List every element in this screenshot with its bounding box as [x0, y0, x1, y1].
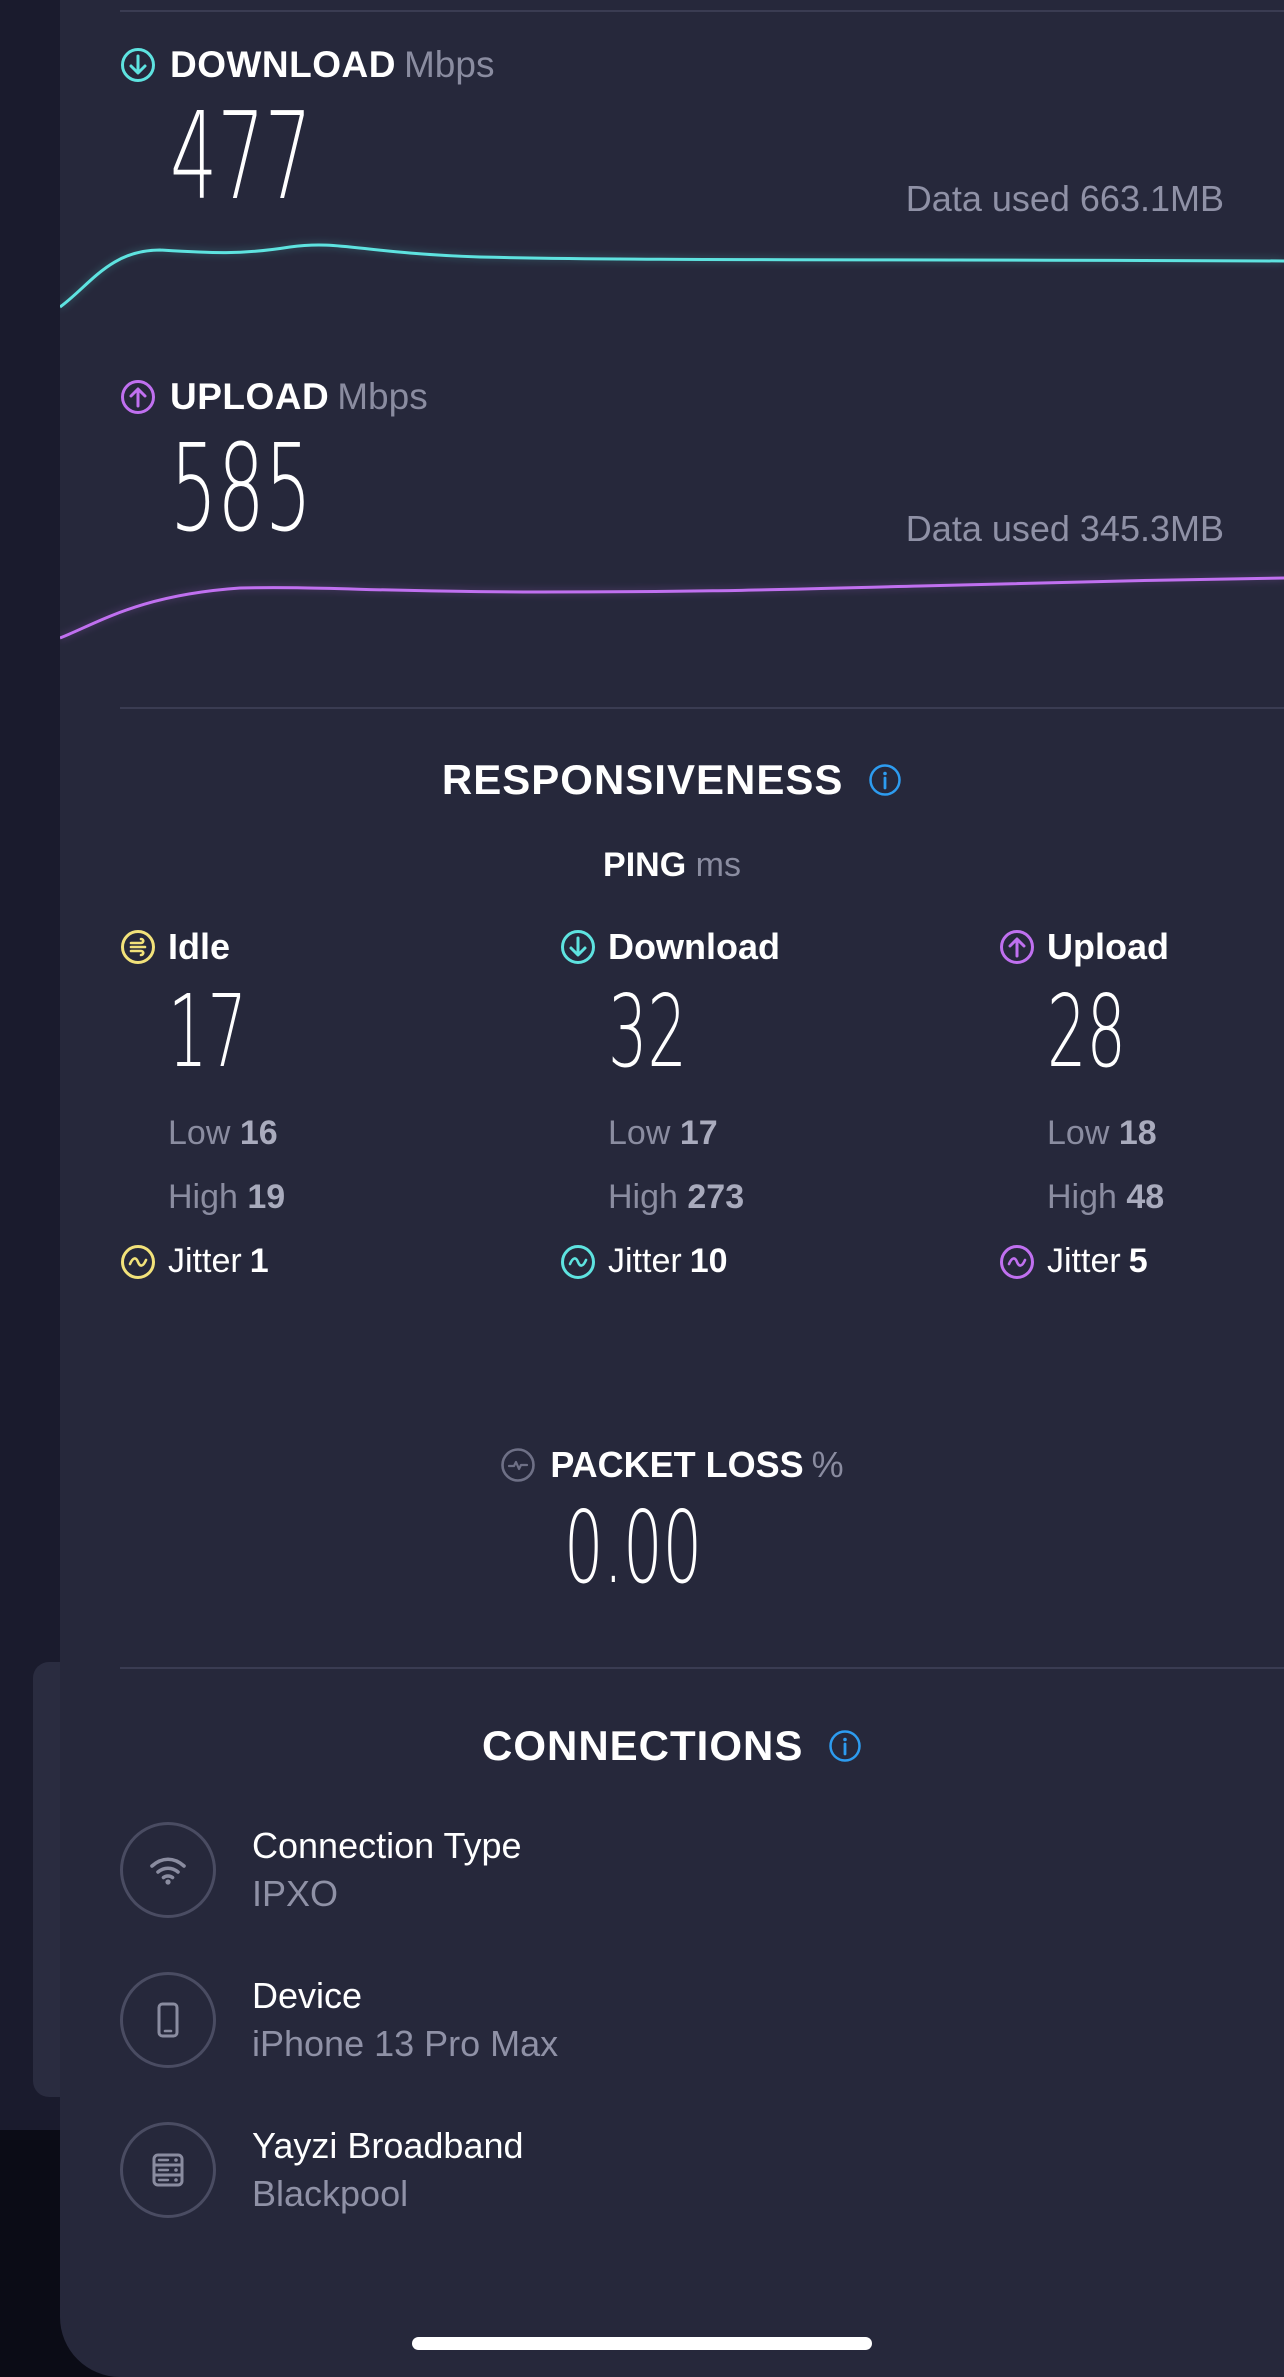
wifi-icon — [150, 1857, 186, 1885]
idle-ping-value: 17 — [168, 973, 247, 1090]
download-jitter: Jitter 10 — [560, 1242, 728, 1281]
info-icon[interactable] — [828, 1729, 862, 1763]
download-unit: Mbps — [403, 44, 495, 85]
home-indicator[interactable] — [412, 2337, 872, 2350]
divider — [120, 10, 1284, 12]
download-high-value: 273 — [687, 1178, 745, 1216]
high-label: High — [168, 1178, 238, 1216]
ping-column-idle: Idle 17 Low 16 High 19 Jitter 1 — [120, 926, 440, 1280]
provider-name: Yayzi Broadband — [252, 2125, 524, 2166]
download-value: 477 — [170, 88, 313, 227]
wifi-icon-badge — [120, 1822, 216, 1918]
jitter-label: Jitter — [1047, 1242, 1121, 1280]
download-data-used: Data used 663.1MB — [905, 178, 1224, 219]
idle-jitter: Jitter 1 — [120, 1242, 269, 1281]
upload-header: UPLOAD Mbps — [120, 376, 428, 418]
responsiveness-title: RESPONSIVENESS — [60, 756, 1284, 804]
server-icon — [152, 2153, 184, 2187]
divider — [120, 1667, 1284, 1669]
background-edge — [0, 2130, 60, 2377]
connections-label: CONNECTIONS — [481, 1722, 804, 1769]
download-ping-label: Download — [608, 926, 780, 967]
arrow-up-circle-icon — [121, 380, 155, 414]
ping-label: PING ms — [60, 846, 1284, 885]
device-label: Device — [252, 1975, 363, 2016]
upload-ping-value: 28 — [1047, 973, 1126, 1090]
upload-high: High 48 — [1047, 1178, 1164, 1217]
download-low: Low 17 — [608, 1114, 718, 1153]
low-label: Low — [1047, 1114, 1110, 1152]
info-icon[interactable] — [868, 763, 902, 797]
download-high: High 273 — [608, 1178, 744, 1217]
packet-loss-value: 0.00 — [564, 1489, 703, 1606]
packet-loss-unit: % — [811, 1444, 844, 1485]
jitter-icon — [121, 1244, 155, 1279]
high-label: High — [1047, 1178, 1117, 1216]
phone-icon-badge — [120, 1972, 216, 2068]
upload-high-value: 48 — [1126, 1178, 1165, 1216]
jitter-icon — [1000, 1244, 1034, 1279]
low-label: Low — [168, 1114, 231, 1152]
packet-loss-header: PACKET LOSS % — [60, 1444, 1284, 1486]
upload-title: UPLOAD — [170, 376, 330, 417]
download-jitter-value: 10 — [689, 1242, 728, 1280]
idle-icon — [121, 930, 155, 964]
device-value: iPhone 13 Pro Max — [252, 2023, 559, 2064]
divider — [120, 707, 1284, 709]
idle-label: Idle — [168, 926, 231, 967]
idle-low-value: 16 — [239, 1114, 278, 1152]
jitter-icon — [561, 1244, 595, 1279]
download-ping-value: 32 — [608, 973, 687, 1090]
idle-jitter-value: 1 — [249, 1242, 269, 1280]
low-label: Low — [608, 1114, 671, 1152]
upload-speed-graph — [60, 576, 1284, 640]
arrow-up-circle-icon — [1000, 930, 1034, 964]
upload-ping-label: Upload — [1047, 926, 1169, 967]
packet-loss-title: PACKET LOSS — [550, 1444, 804, 1485]
connection-type-row[interactable]: Connection Type IPXO — [120, 1822, 522, 1918]
upload-data-used: Data used 345.3MB — [905, 508, 1224, 549]
device-row[interactable]: Device iPhone 13 Pro Max — [120, 1972, 558, 2068]
packet-loss-icon — [501, 1448, 536, 1482]
server-icon-badge — [120, 2122, 216, 2218]
upload-unit: Mbps — [337, 376, 428, 417]
arrow-down-circle-icon — [561, 930, 595, 964]
results-sheet: DOWNLOAD Mbps 477 Data used 663.1MB UPLO… — [60, 0, 1284, 2377]
upload-low: Low 18 — [1047, 1114, 1157, 1153]
connection-type-label: Connection Type — [252, 1825, 522, 1866]
provider-row[interactable]: Yayzi Broadband Blackpool — [120, 2122, 524, 2218]
download-title: DOWNLOAD — [170, 44, 396, 85]
ping-unit: ms — [695, 846, 741, 884]
connections-title: CONNECTIONS — [60, 1722, 1284, 1770]
ping-column-upload: Upload 28 Low 18 High 48 Jitter 5 — [999, 926, 1284, 1280]
ping-column-download: Download 32 Low 17 High 273 Jitter 10 — [560, 926, 880, 1280]
upload-value: 585 — [170, 420, 313, 559]
idle-high: High 19 — [168, 1178, 285, 1217]
jitter-label: Jitter — [608, 1242, 682, 1280]
high-label: High — [608, 1178, 678, 1216]
download-header: DOWNLOAD Mbps — [120, 44, 494, 86]
idle-low: Low 16 — [168, 1114, 278, 1153]
jitter-label: Jitter — [168, 1242, 242, 1280]
phone-icon — [157, 2002, 179, 2038]
download-low-value: 17 — [679, 1114, 718, 1152]
upload-jitter-value: 5 — [1128, 1242, 1148, 1280]
connection-type-value: IPXO — [252, 1873, 339, 1914]
responsiveness-label: RESPONSIVENESS — [441, 756, 844, 803]
ping-title: PING — [603, 846, 687, 884]
idle-high-value: 19 — [247, 1178, 286, 1216]
upload-jitter: Jitter 5 — [999, 1242, 1148, 1281]
download-speed-graph — [60, 243, 1284, 309]
upload-low-value: 18 — [1118, 1114, 1157, 1152]
arrow-down-circle-icon — [121, 48, 155, 82]
provider-location: Blackpool — [252, 2173, 409, 2214]
